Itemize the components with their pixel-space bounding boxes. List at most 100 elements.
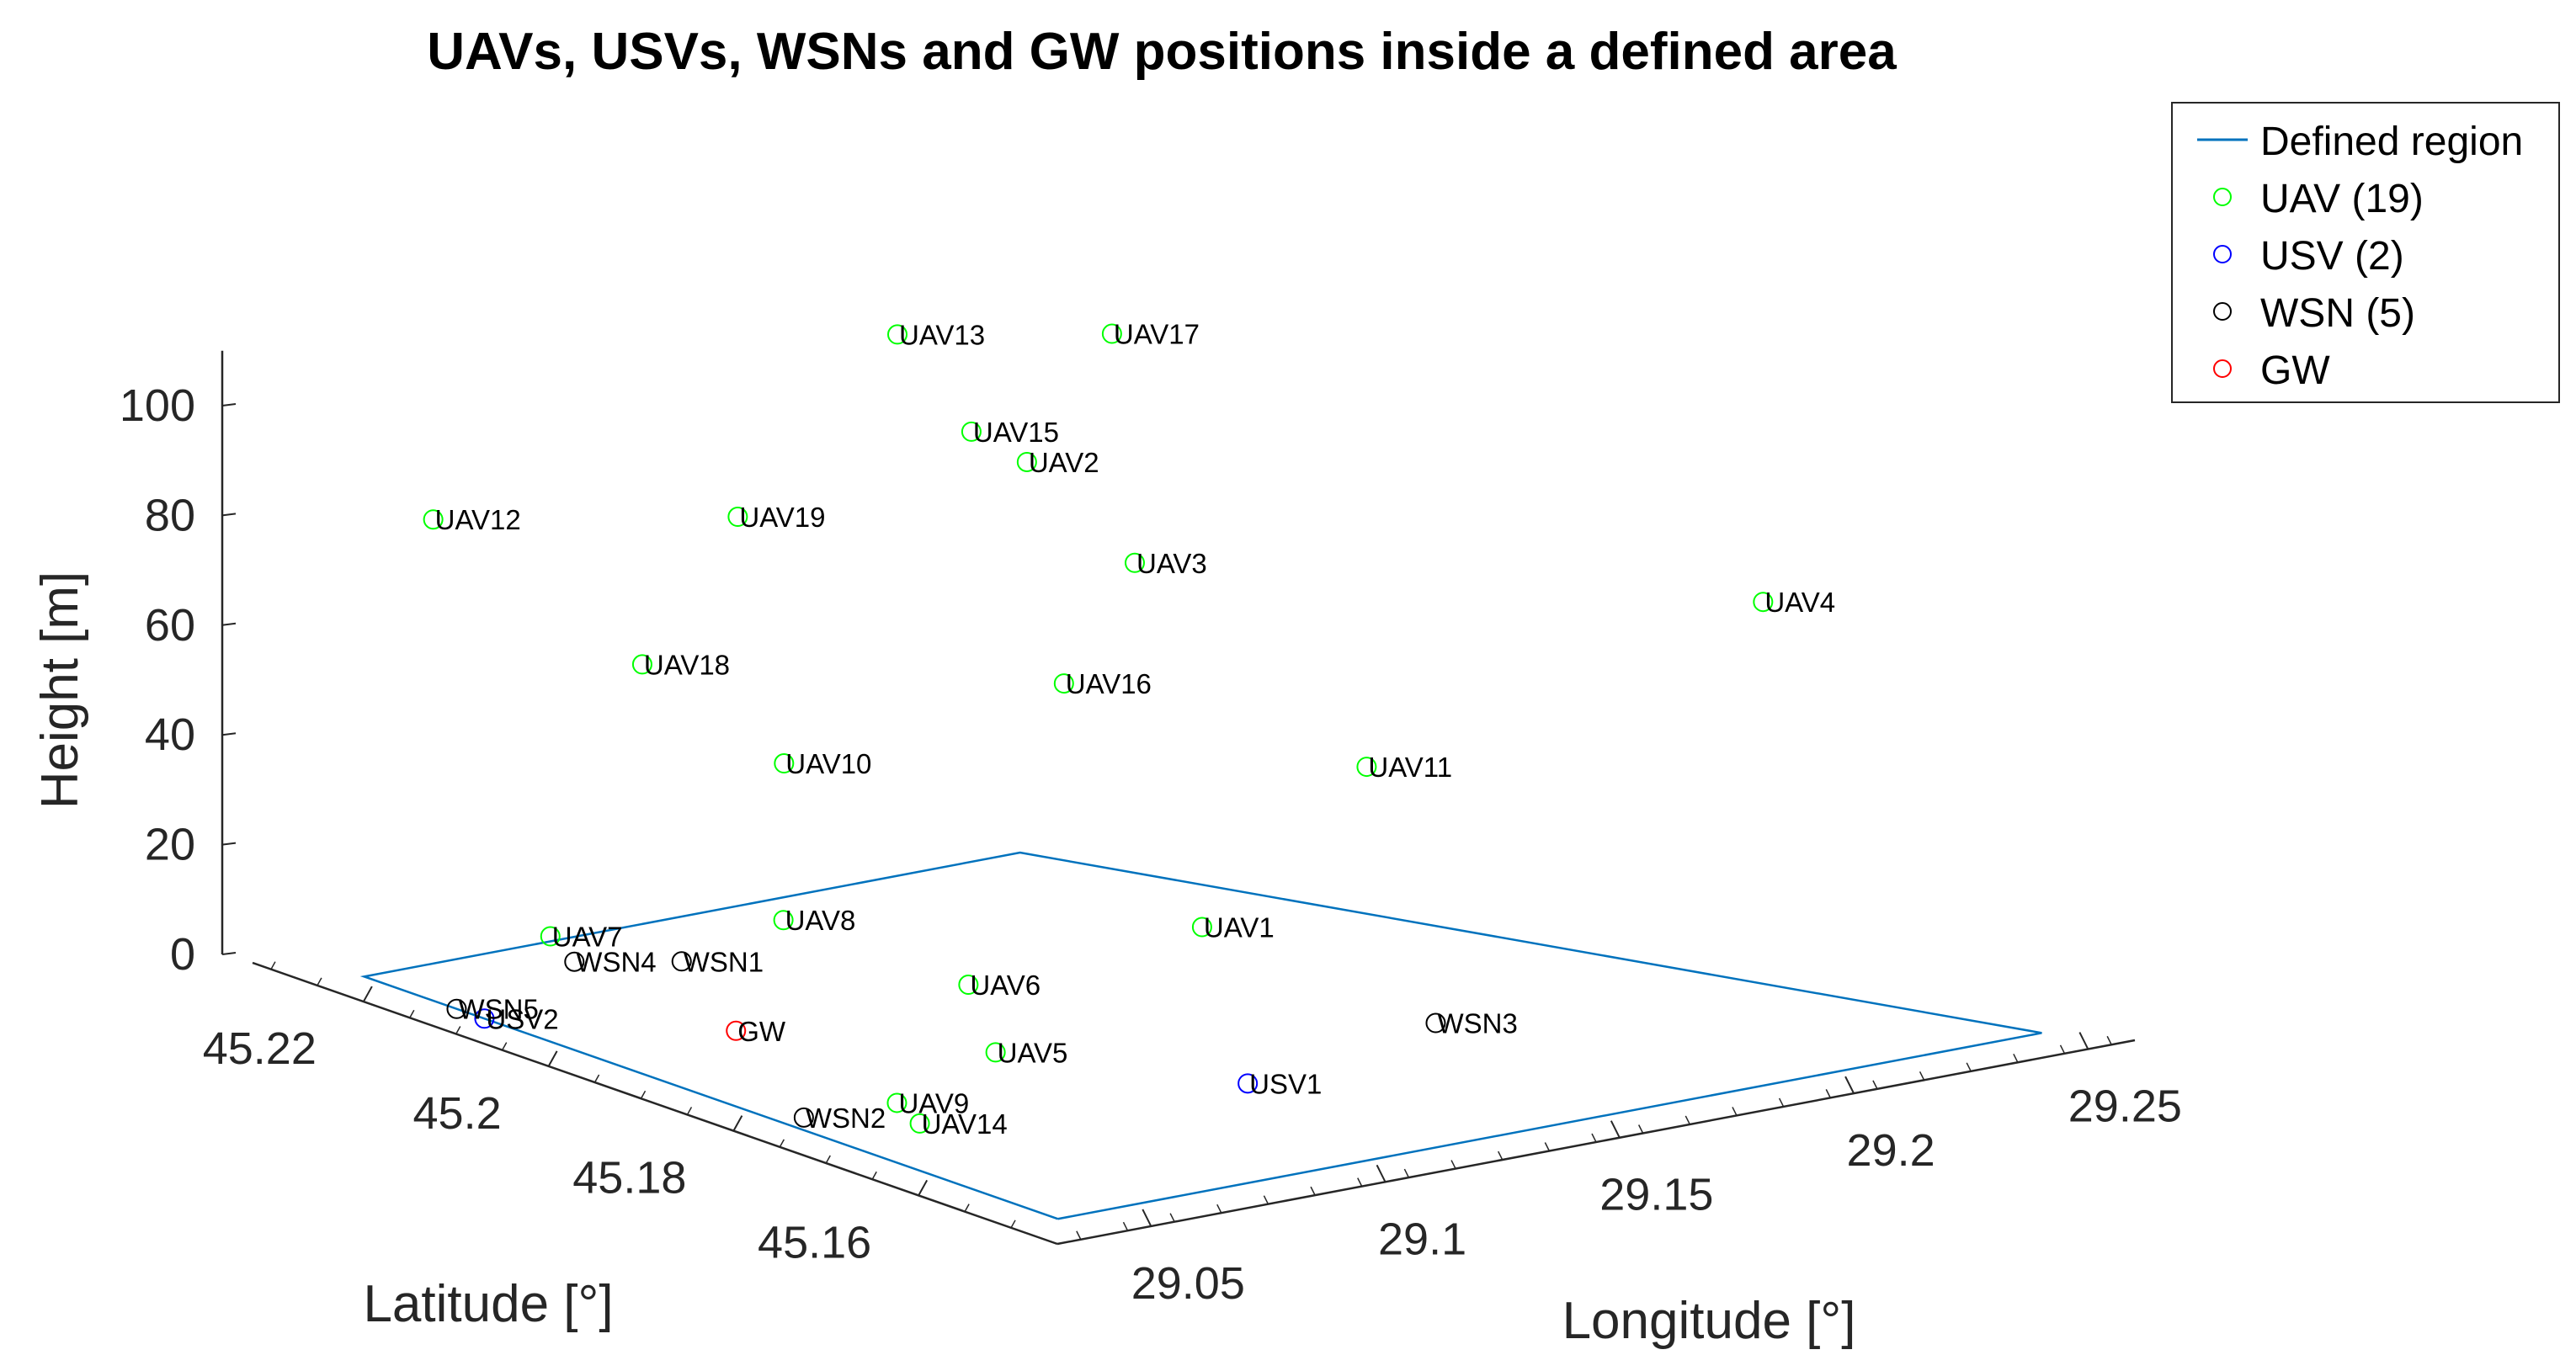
- point-marker: [631, 654, 652, 675]
- wsn-point: WSN1: [671, 946, 764, 977]
- uav-point: UAV16: [1053, 668, 1152, 699]
- point-label: UAV12: [435, 504, 521, 535]
- uav-point: UAV9: [886, 1087, 969, 1119]
- x-minor-tick: [1872, 1080, 1878, 1090]
- point-label: UAV14: [922, 1108, 1008, 1140]
- point-marker: [474, 1008, 495, 1029]
- x-tick-label: 29.25: [2068, 1081, 2182, 1132]
- y-minor-tick: [317, 977, 322, 986]
- uav-point: UAV17: [1101, 319, 1200, 350]
- x-tick-label: 29.2: [1847, 1125, 1935, 1176]
- point-marker: [909, 1113, 930, 1134]
- y-minor-tick: [779, 1139, 785, 1148]
- x-minor-tick: [2059, 1044, 2066, 1055]
- point-label: UAV10: [785, 748, 871, 779]
- x-axis-ticks: 29.05 29.1 29.15 29.2 29.25: [1076, 1032, 2182, 1309]
- point-marker: [1753, 592, 1774, 613]
- y-minor-tick: [547, 1058, 554, 1067]
- legend-wsn-marker: [2213, 302, 2232, 321]
- uav-point: UAV6: [958, 970, 1041, 1001]
- axes-lines: [221, 350, 2136, 1246]
- y-minor-tick: [964, 1204, 970, 1212]
- point-marker: [540, 926, 561, 947]
- x-minor-tick: [1966, 1062, 1972, 1072]
- wsn-point: WSN2: [793, 1103, 886, 1134]
- point-marker: [1053, 673, 1074, 694]
- point-marker: [1101, 323, 1122, 344]
- uav-point: UAV3: [1124, 548, 1207, 579]
- y-tick-label: 45.16: [758, 1217, 871, 1267]
- point-label: WSN5: [458, 994, 538, 1025]
- gw-point: GW: [726, 1016, 786, 1047]
- x-minor-tick: [1310, 1186, 1316, 1196]
- legend-uav-marker: [2213, 188, 2232, 206]
- point-label: UAV4: [1764, 587, 1835, 618]
- wsn-point: WSN5: [446, 994, 539, 1025]
- z-tick-label: 20: [145, 820, 195, 870]
- x-minor-tick: [1732, 1107, 1738, 1116]
- point-label: UAV8: [785, 905, 856, 936]
- point-label: UAV11: [1368, 752, 1452, 783]
- point-marker: [1356, 757, 1377, 778]
- x-minor-tick: [1450, 1160, 1456, 1169]
- x-minor-tick: [1122, 1221, 1129, 1231]
- x-minor-tick: [2013, 1053, 2019, 1063]
- legend: Defined region UAV (19) USV (2) WSN (5) …: [2171, 102, 2560, 403]
- uav-point: UAV5: [985, 1037, 1067, 1068]
- x-minor-tick: [1216, 1204, 1222, 1214]
- point-label: UAV19: [739, 502, 825, 533]
- point-marker: [1124, 552, 1145, 573]
- point-label: GW: [737, 1016, 786, 1047]
- uav-point: UAV8: [773, 905, 856, 936]
- y-tick-label: 45.18: [572, 1153, 686, 1204]
- x-minor-tick: [1357, 1177, 1363, 1187]
- chart-title: UAVs, USVs, WSNs and GW positions inside…: [427, 23, 1897, 81]
- point-label: WSN2: [806, 1103, 886, 1134]
- legend-entry-region: Defined region: [2260, 120, 2523, 164]
- legend-entry-wsn: WSN (5): [2260, 291, 2415, 336]
- x-minor-tick: [1169, 1213, 1175, 1223]
- z-tick-label: 0: [170, 929, 195, 980]
- x-tick-mark: [1610, 1120, 1621, 1139]
- z-tick-label: 40: [145, 709, 195, 760]
- uav-point: UAV18: [631, 649, 730, 680]
- point-marker: [961, 421, 982, 442]
- x-tick-label: 29.1: [1378, 1214, 1466, 1264]
- uav-point: UAV12: [423, 504, 521, 535]
- y-minor-tick: [409, 1009, 415, 1018]
- z-axis-label: Height [m]: [31, 571, 89, 810]
- x-tick-mark: [1376, 1164, 1386, 1182]
- y-minor-tick: [918, 1188, 923, 1196]
- x-axis-label: Longitude [°]: [1562, 1292, 1856, 1350]
- y-minor-tick: [363, 993, 369, 1002]
- z-tick-mark: [221, 842, 237, 846]
- x-minor-tick: [1637, 1124, 1644, 1134]
- point-marker: [726, 1020, 747, 1041]
- x-minor-tick: [1076, 1230, 1082, 1241]
- point-label: UAV16: [1066, 668, 1152, 699]
- point-marker: [887, 324, 908, 345]
- point-marker: [446, 998, 467, 1019]
- legend-box: [2171, 102, 2560, 403]
- defined-region: [359, 851, 2042, 1220]
- x-minor-tick: [1263, 1195, 1269, 1204]
- y-minor-tick: [686, 1107, 693, 1115]
- wsn-point: WSN4: [564, 947, 657, 978]
- point-marker: [1016, 451, 1037, 472]
- region-outline: [359, 851, 2042, 1220]
- point-label: USV2: [486, 1003, 558, 1034]
- point-marker: [564, 951, 585, 972]
- x-tick-label: 29.05: [1131, 1258, 1245, 1309]
- x-minor-tick: [1403, 1168, 1410, 1178]
- uav-point: UAV7: [540, 921, 623, 952]
- point-marker: [423, 509, 444, 530]
- point-marker: [671, 951, 692, 972]
- legend-entry-gw: GW: [2260, 348, 2330, 393]
- y-minor-tick: [1010, 1220, 1016, 1229]
- x-tick-mark: [2078, 1032, 2089, 1050]
- y-minor-tick: [270, 961, 276, 970]
- point-label: WSN4: [576, 947, 656, 978]
- x-minor-tick: [2106, 1035, 2112, 1045]
- point-marker: [1191, 917, 1212, 938]
